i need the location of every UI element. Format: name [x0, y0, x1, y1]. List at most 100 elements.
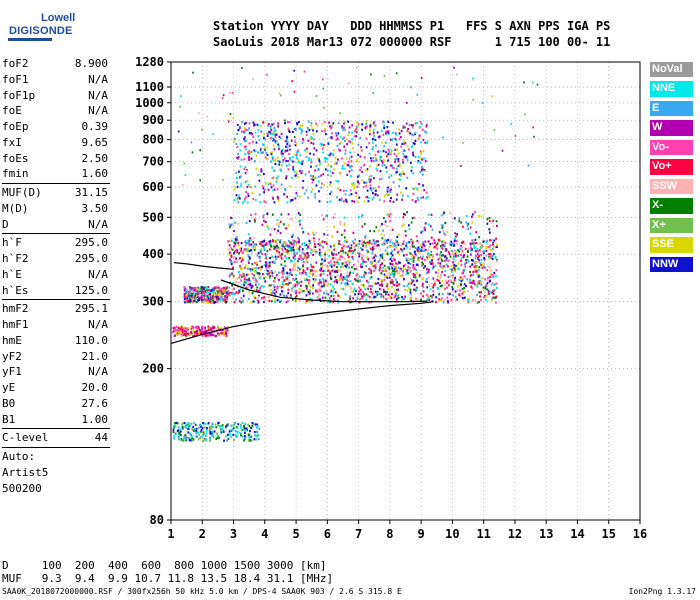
- echo-point: [298, 250, 301, 253]
- echo-point: [179, 105, 181, 108]
- echo-point: [396, 281, 398, 284]
- echo-point: [299, 223, 301, 226]
- echo-point: [351, 290, 354, 293]
- echo-point: [419, 244, 422, 247]
- echo-point: [392, 166, 395, 170]
- echo-point: [212, 326, 215, 329]
- echo-point: [280, 287, 283, 290]
- echo-point: [402, 149, 405, 152]
- echo-point: [496, 245, 498, 248]
- echo-point: [329, 291, 332, 294]
- echo-point: [287, 288, 290, 291]
- echo-point: [295, 294, 298, 297]
- echo-point: [350, 287, 352, 290]
- echo-point: [355, 289, 357, 292]
- echo-point: [331, 123, 333, 127]
- echo-point: [230, 291, 233, 294]
- echo-point: [456, 233, 458, 236]
- echo-point: [260, 125, 263, 128]
- echo-point: [388, 294, 391, 297]
- echo-point: [397, 288, 399, 291]
- echo-point: [489, 248, 492, 251]
- echo-point: [274, 255, 277, 258]
- echo-point: [346, 278, 348, 282]
- echo-point: [231, 273, 234, 276]
- echo-point: [299, 272, 301, 275]
- echo-point: [383, 258, 385, 261]
- echo-point: [190, 434, 192, 437]
- param-name: yE: [2, 381, 16, 394]
- echo-point: [396, 269, 398, 273]
- echo-point: [219, 425, 222, 428]
- echo-point: [483, 266, 486, 269]
- echo-point: [324, 255, 327, 258]
- echo-point: [401, 296, 403, 299]
- echo-point: [230, 424, 233, 427]
- echo-point: [363, 223, 366, 226]
- echo-point: [192, 71, 194, 74]
- echo-point: [369, 180, 371, 183]
- echo-point: [367, 294, 369, 297]
- echo-point: [332, 290, 334, 293]
- echo-point: [480, 253, 482, 256]
- echo-point: [329, 273, 332, 276]
- echo-point: [228, 226, 231, 229]
- echo-point: [465, 215, 468, 218]
- echo-point: [436, 247, 439, 250]
- echo-point: [199, 179, 201, 182]
- echo-point: [387, 130, 389, 133]
- param-value: 125.0: [74, 283, 108, 297]
- echo-point: [398, 269, 401, 272]
- echo-point: [318, 294, 320, 297]
- echo-point: [212, 334, 215, 337]
- echo-point: [254, 220, 256, 223]
- ionogram-trace-2: [220, 279, 428, 303]
- echo-point: [280, 152, 283, 155]
- echo-point: [391, 263, 394, 266]
- echo-point: [191, 439, 194, 442]
- echo-point: [192, 330, 194, 333]
- echo-point: [431, 296, 434, 299]
- echo-point: [274, 158, 277, 161]
- echo-point: [443, 283, 446, 286]
- echo-point: [267, 183, 270, 186]
- echo-point: [229, 247, 232, 250]
- echo-point: [333, 225, 335, 228]
- echo-point: [416, 248, 419, 251]
- echo-point: [186, 436, 189, 439]
- echo-point: [276, 140, 278, 143]
- echo-point: [188, 290, 191, 293]
- echo-point: [281, 148, 284, 152]
- echo-point: [462, 270, 465, 273]
- echo-point: [319, 243, 321, 246]
- echo-point: [200, 425, 202, 428]
- echo-point: [406, 284, 409, 287]
- echo-point: [460, 245, 463, 248]
- echo-point: [386, 297, 389, 300]
- echo-point: [273, 126, 276, 129]
- echo-point: [336, 144, 339, 148]
- echo-point: [305, 278, 308, 281]
- echo-point: [302, 159, 304, 162]
- echo-point: [369, 122, 372, 126]
- echo-point: [340, 126, 343, 129]
- echo-point: [432, 286, 434, 289]
- echo-point: [373, 121, 375, 124]
- echo-point: [371, 260, 373, 263]
- echo-point: [286, 149, 289, 152]
- echo-point: [188, 301, 190, 304]
- param-name: hmF1: [2, 318, 29, 331]
- echo-point: [440, 224, 443, 227]
- echo-point: [293, 170, 296, 173]
- echo-point: [303, 256, 306, 259]
- echo-point: [406, 269, 409, 272]
- echo-point: [264, 201, 267, 204]
- echo-point: [393, 248, 396, 251]
- echo-point: [257, 173, 259, 177]
- echo-point: [253, 248, 256, 251]
- echo-point: [471, 77, 474, 80]
- echo-point: [378, 292, 381, 296]
- echo-point: [302, 256, 305, 259]
- echo-point: [431, 242, 434, 245]
- echo-point: [310, 135, 313, 138]
